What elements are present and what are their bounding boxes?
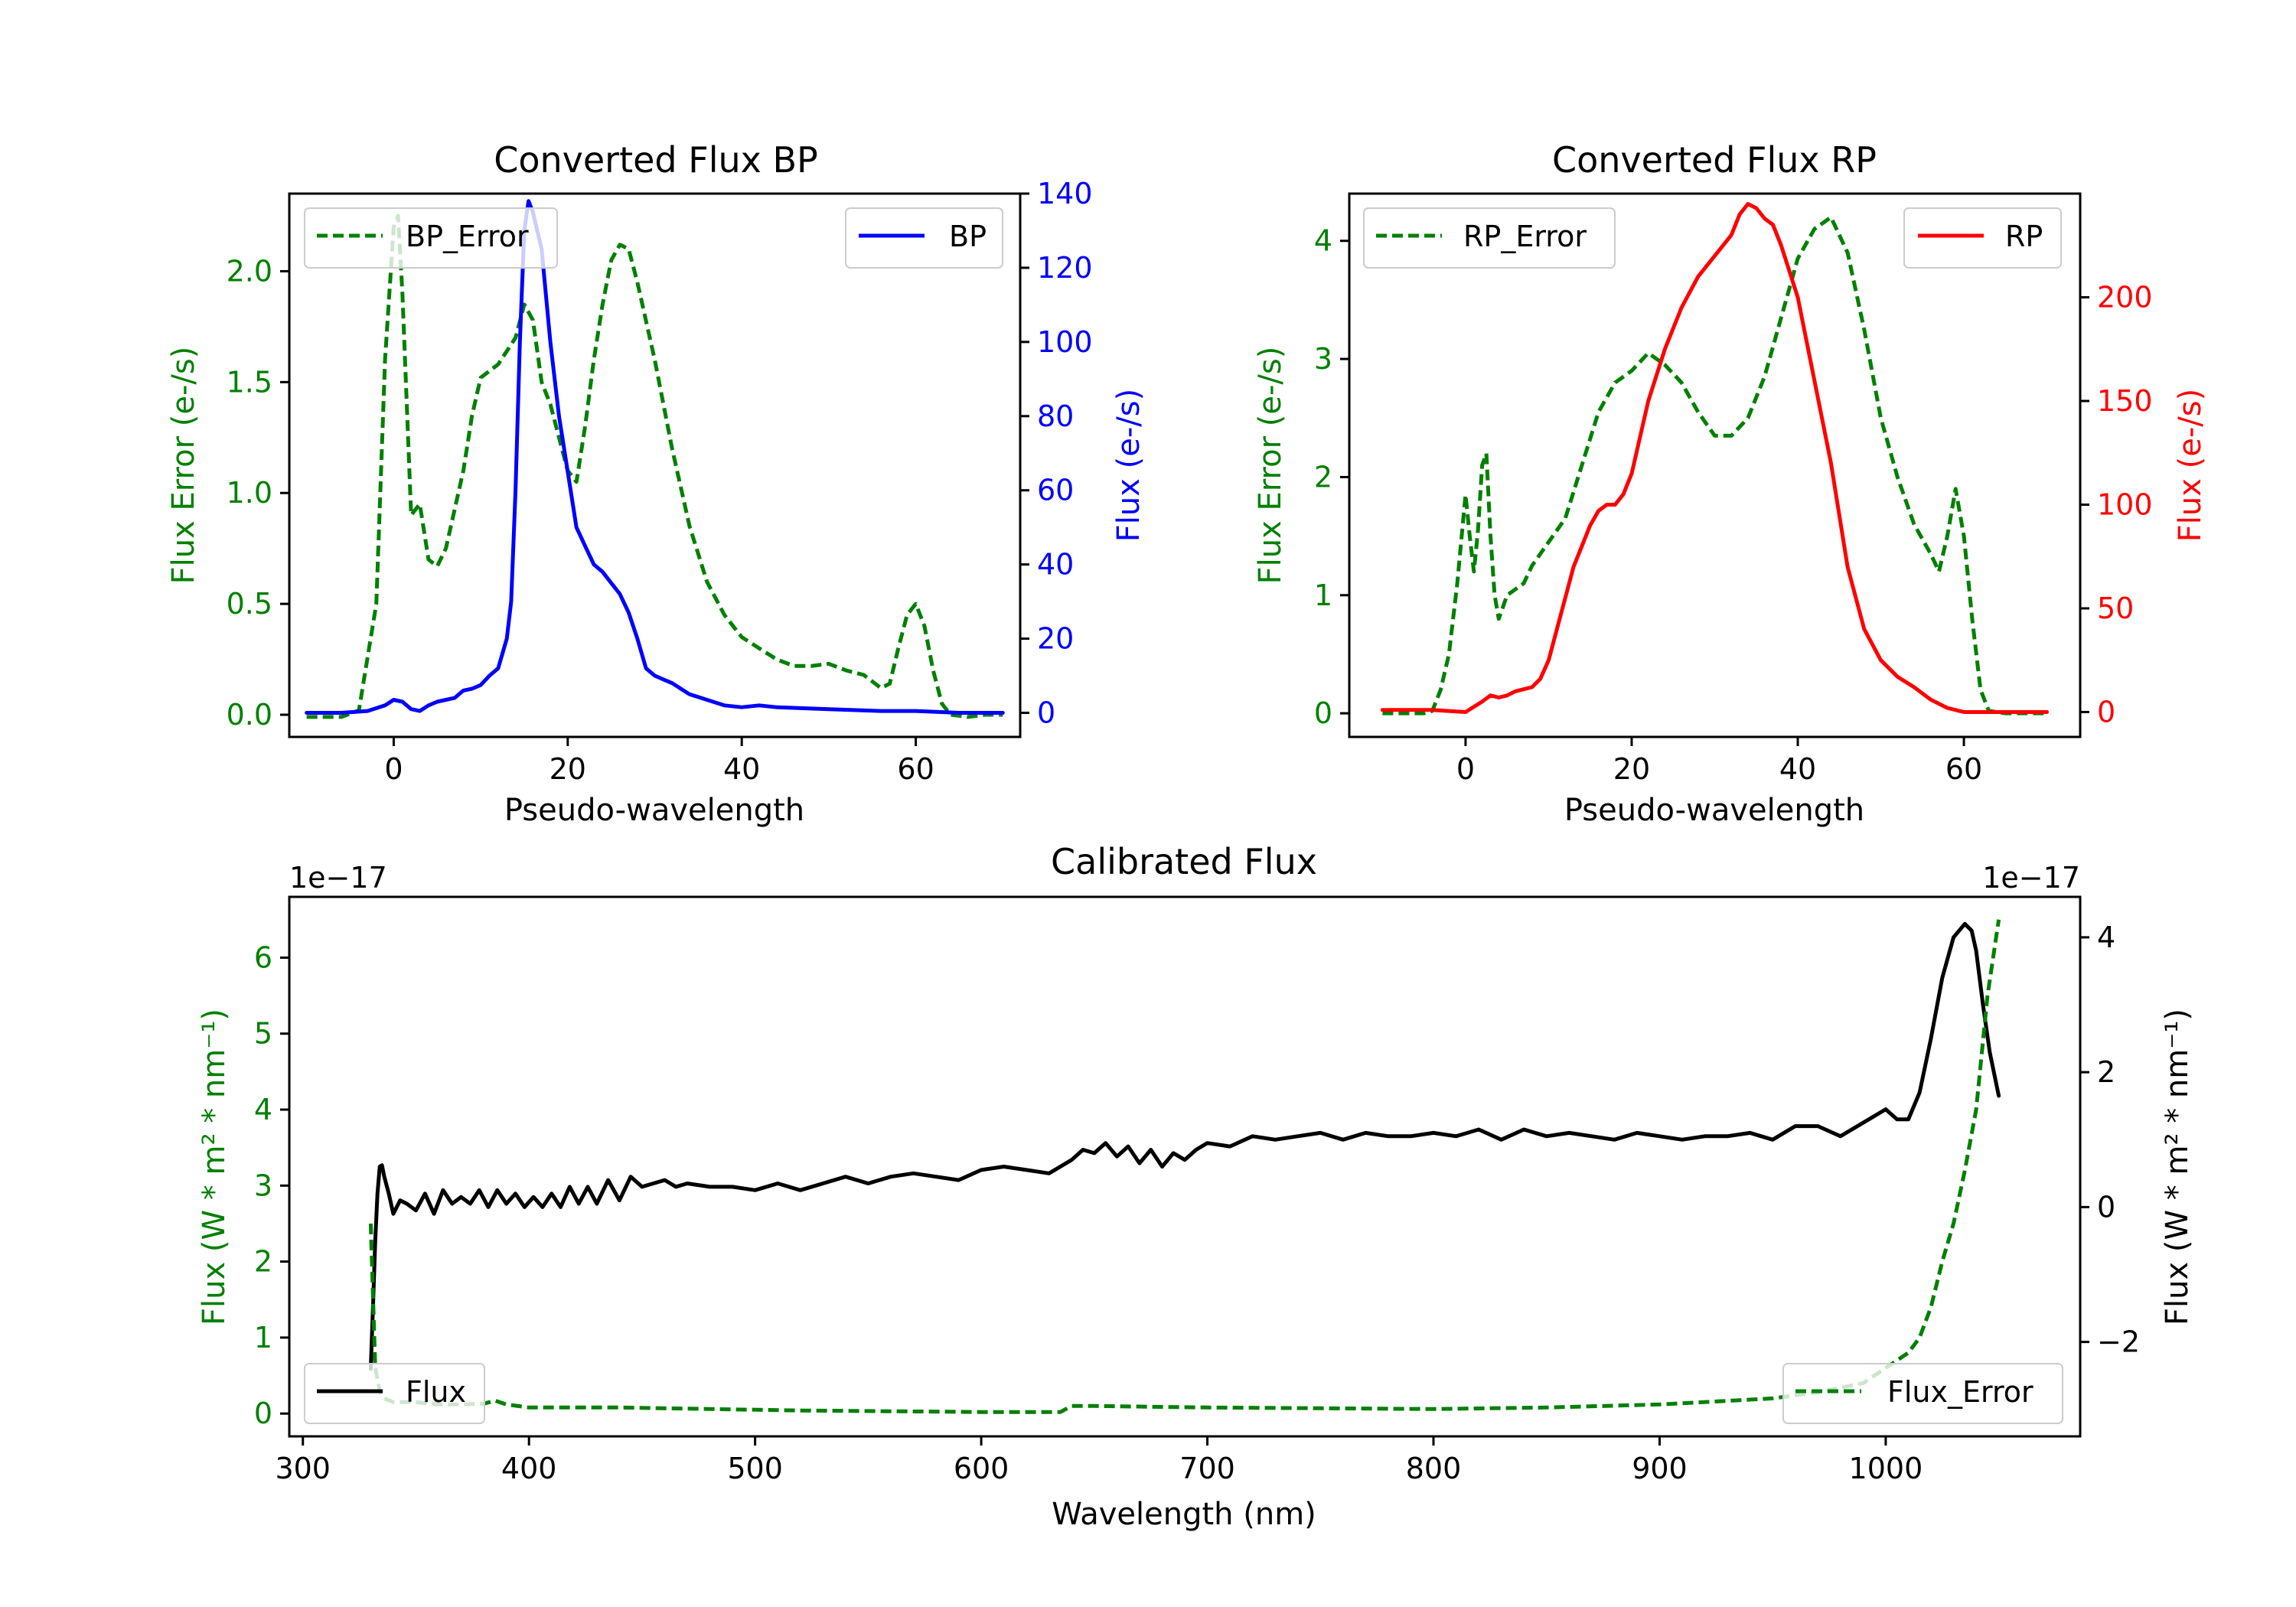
- y-left-tick-label: 3: [254, 1169, 272, 1202]
- series-line-flux: [368, 921, 2001, 1371]
- chart-title: Converted Flux RP: [1552, 139, 1877, 181]
- y-right-tick-label: 60: [1037, 474, 1074, 507]
- y-right-tick-label: 20: [1037, 622, 1074, 656]
- legend-label: Flux: [406, 1375, 466, 1409]
- chart-title: Calibrated Flux: [1051, 841, 1317, 882]
- series-line-bp-error: [306, 214, 1003, 719]
- legend-left: Flux: [304, 1363, 485, 1424]
- y-right-tick-label: 100: [2097, 487, 2153, 521]
- legend-label: BP_Error: [406, 220, 529, 253]
- series-line-rp-error: [1382, 215, 2047, 715]
- legend-box: [1903, 207, 2062, 269]
- y-axis-left-label: Flux Error (e-/s): [166, 347, 201, 585]
- y-right-tick-label: 200: [2097, 280, 2153, 314]
- y-right-tick-label: 80: [1037, 399, 1074, 433]
- y-axis-left-label: Flux Error (e-/s): [1253, 347, 1288, 585]
- legend-label: RP_Error: [1463, 220, 1587, 253]
- x-tick-label: 1000: [1849, 1452, 1923, 1485]
- y-axis-right-label: Flux (e-/s): [2173, 389, 2208, 542]
- y-left-tick-label: 1.5: [227, 365, 272, 399]
- legend-box: [304, 1363, 485, 1424]
- x-tick-label: 300: [275, 1452, 331, 1485]
- x-axis-label: Pseudo-wavelength: [1564, 793, 1864, 828]
- x-tick-label: 60: [1945, 752, 1982, 786]
- x-tick-label: 20: [550, 752, 586, 786]
- y-left-tick-label: 5: [254, 1017, 272, 1051]
- legend-label: BP: [949, 220, 987, 253]
- y-left-tick-label: 3: [1314, 342, 1332, 376]
- plot-frame: [1348, 192, 2082, 738]
- legend-box: [1782, 1363, 2063, 1424]
- y-left-tick-label: 0.0: [227, 698, 272, 732]
- x-tick-label: 40: [723, 752, 760, 786]
- y-left-tick-label: 4: [1314, 224, 1332, 258]
- y-right-tick-label: 0: [2097, 695, 2115, 729]
- y-right-tick-label: 2: [2097, 1055, 2115, 1089]
- y-right-tick-label: 140: [1037, 177, 1093, 210]
- y-axis-left-label: Flux (W * m² * nm⁻¹): [197, 1009, 232, 1325]
- y-right-tick-label: 120: [1037, 251, 1093, 285]
- legend-left: BP_Error: [304, 207, 558, 269]
- x-axis-label: Wavelength (nm): [1052, 1497, 1316, 1532]
- series-line-bp: [305, 199, 1005, 715]
- x-axis-label: Pseudo-wavelength: [504, 793, 804, 828]
- chart-bp: Converted Flux BP 0 20 40 60 0.0 0.5 1.0 1.5 2.0…: [166, 139, 1146, 828]
- y-left-tick-label: 2: [254, 1245, 272, 1279]
- plot-area: [305, 199, 1005, 719]
- y-right-tick-label: 0: [2097, 1190, 2115, 1224]
- x-tick-label: 20: [1613, 752, 1650, 786]
- legend-right: RP: [1903, 207, 2062, 269]
- y-right-tick-label: 100: [1037, 325, 1093, 359]
- y-left-tick-label: 6: [254, 940, 272, 974]
- legend-box: [1363, 207, 1616, 269]
- y-right-tick-label: −2: [2097, 1325, 2140, 1359]
- plot-frame: [288, 895, 2082, 1438]
- y-right-tick-label: 50: [2097, 592, 2134, 625]
- plot-area: [1380, 202, 2050, 715]
- x-tick-label: 40: [1779, 752, 1816, 786]
- x-tick-label: 800: [1406, 1452, 1462, 1485]
- y-axis-right-label: Flux (W * m² * nm⁻¹): [2160, 1009, 2195, 1325]
- legend-box: [304, 207, 558, 269]
- y-left-tick-label: 0: [1314, 696, 1332, 730]
- plot-frame: [288, 192, 1022, 738]
- legend-label: RP: [2005, 220, 2043, 253]
- y-left-tick-label: 1: [254, 1321, 272, 1354]
- legend-right: Flux_Error: [1782, 1363, 2063, 1424]
- axis-ticks: 0 20 40 60 0.0 0.5 1.0 1.5 2.0 0 20 40 60 80 100 120 140: [227, 177, 1093, 786]
- y-left-tick-label: 1: [1314, 579, 1332, 612]
- offset-left: 1e−17: [289, 861, 387, 895]
- y-left-tick-label: 1.0: [227, 476, 272, 510]
- y-left-tick-label: 0: [254, 1397, 272, 1430]
- offset-right: 1e−17: [1982, 861, 2080, 895]
- x-tick-label: 700: [1179, 1452, 1235, 1485]
- x-tick-label: 0: [1456, 752, 1475, 786]
- y-left-tick-label: 2: [1314, 460, 1332, 494]
- chart-title: Converted Flux BP: [494, 139, 818, 181]
- x-tick-label: 400: [501, 1452, 557, 1485]
- y-right-tick-label: 0: [1037, 696, 1055, 729]
- chart-calibrated: Calibrated Flux 1e−17 1e−17 300 400 500 600…: [197, 841, 2195, 1532]
- y-right-tick-label: 4: [2097, 921, 2115, 954]
- y-left-tick-label: 2.0: [227, 254, 272, 288]
- x-tick-label: 500: [727, 1452, 783, 1485]
- x-tick-label: 900: [1632, 1452, 1688, 1485]
- y-axis-right-label: Flux (e-/s): [1111, 389, 1146, 542]
- legend-label: Flux_Error: [1887, 1375, 2033, 1409]
- axis-ticks: 300 400 500 600 700 800 900 1000 0 1 2 3 4 5 6 −2 0 2 4: [254, 921, 2140, 1485]
- legend-box: [845, 207, 1003, 269]
- x-tick-label: 60: [897, 752, 934, 786]
- x-tick-label: 0: [384, 752, 403, 786]
- legend-right: BP: [845, 207, 1003, 269]
- y-left-tick-label: 4: [254, 1093, 272, 1126]
- y-left-tick-label: 0.5: [227, 587, 272, 621]
- y-right-tick-label: 150: [2097, 384, 2153, 418]
- x-tick-label: 600: [954, 1452, 1009, 1485]
- chart-rp: Converted Flux RP 0 20 40 60012340501001502…: [1253, 139, 2208, 828]
- series-line-rp: [1380, 202, 2050, 714]
- y-right-tick-label: 40: [1037, 548, 1074, 582]
- legend-left: RP_Error: [1363, 207, 1616, 269]
